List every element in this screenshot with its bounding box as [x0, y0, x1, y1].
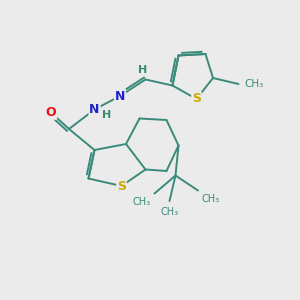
Text: N: N [89, 103, 100, 116]
Text: H: H [103, 110, 112, 120]
Text: N: N [115, 89, 125, 103]
Text: CH₃: CH₃ [133, 197, 151, 207]
Text: CH₃: CH₃ [160, 207, 178, 217]
Text: S: S [117, 179, 126, 193]
Text: CH₃: CH₃ [244, 79, 263, 89]
Text: O: O [46, 106, 56, 119]
Text: S: S [192, 92, 201, 106]
Text: H: H [139, 65, 148, 75]
Text: CH₃: CH₃ [202, 194, 220, 204]
